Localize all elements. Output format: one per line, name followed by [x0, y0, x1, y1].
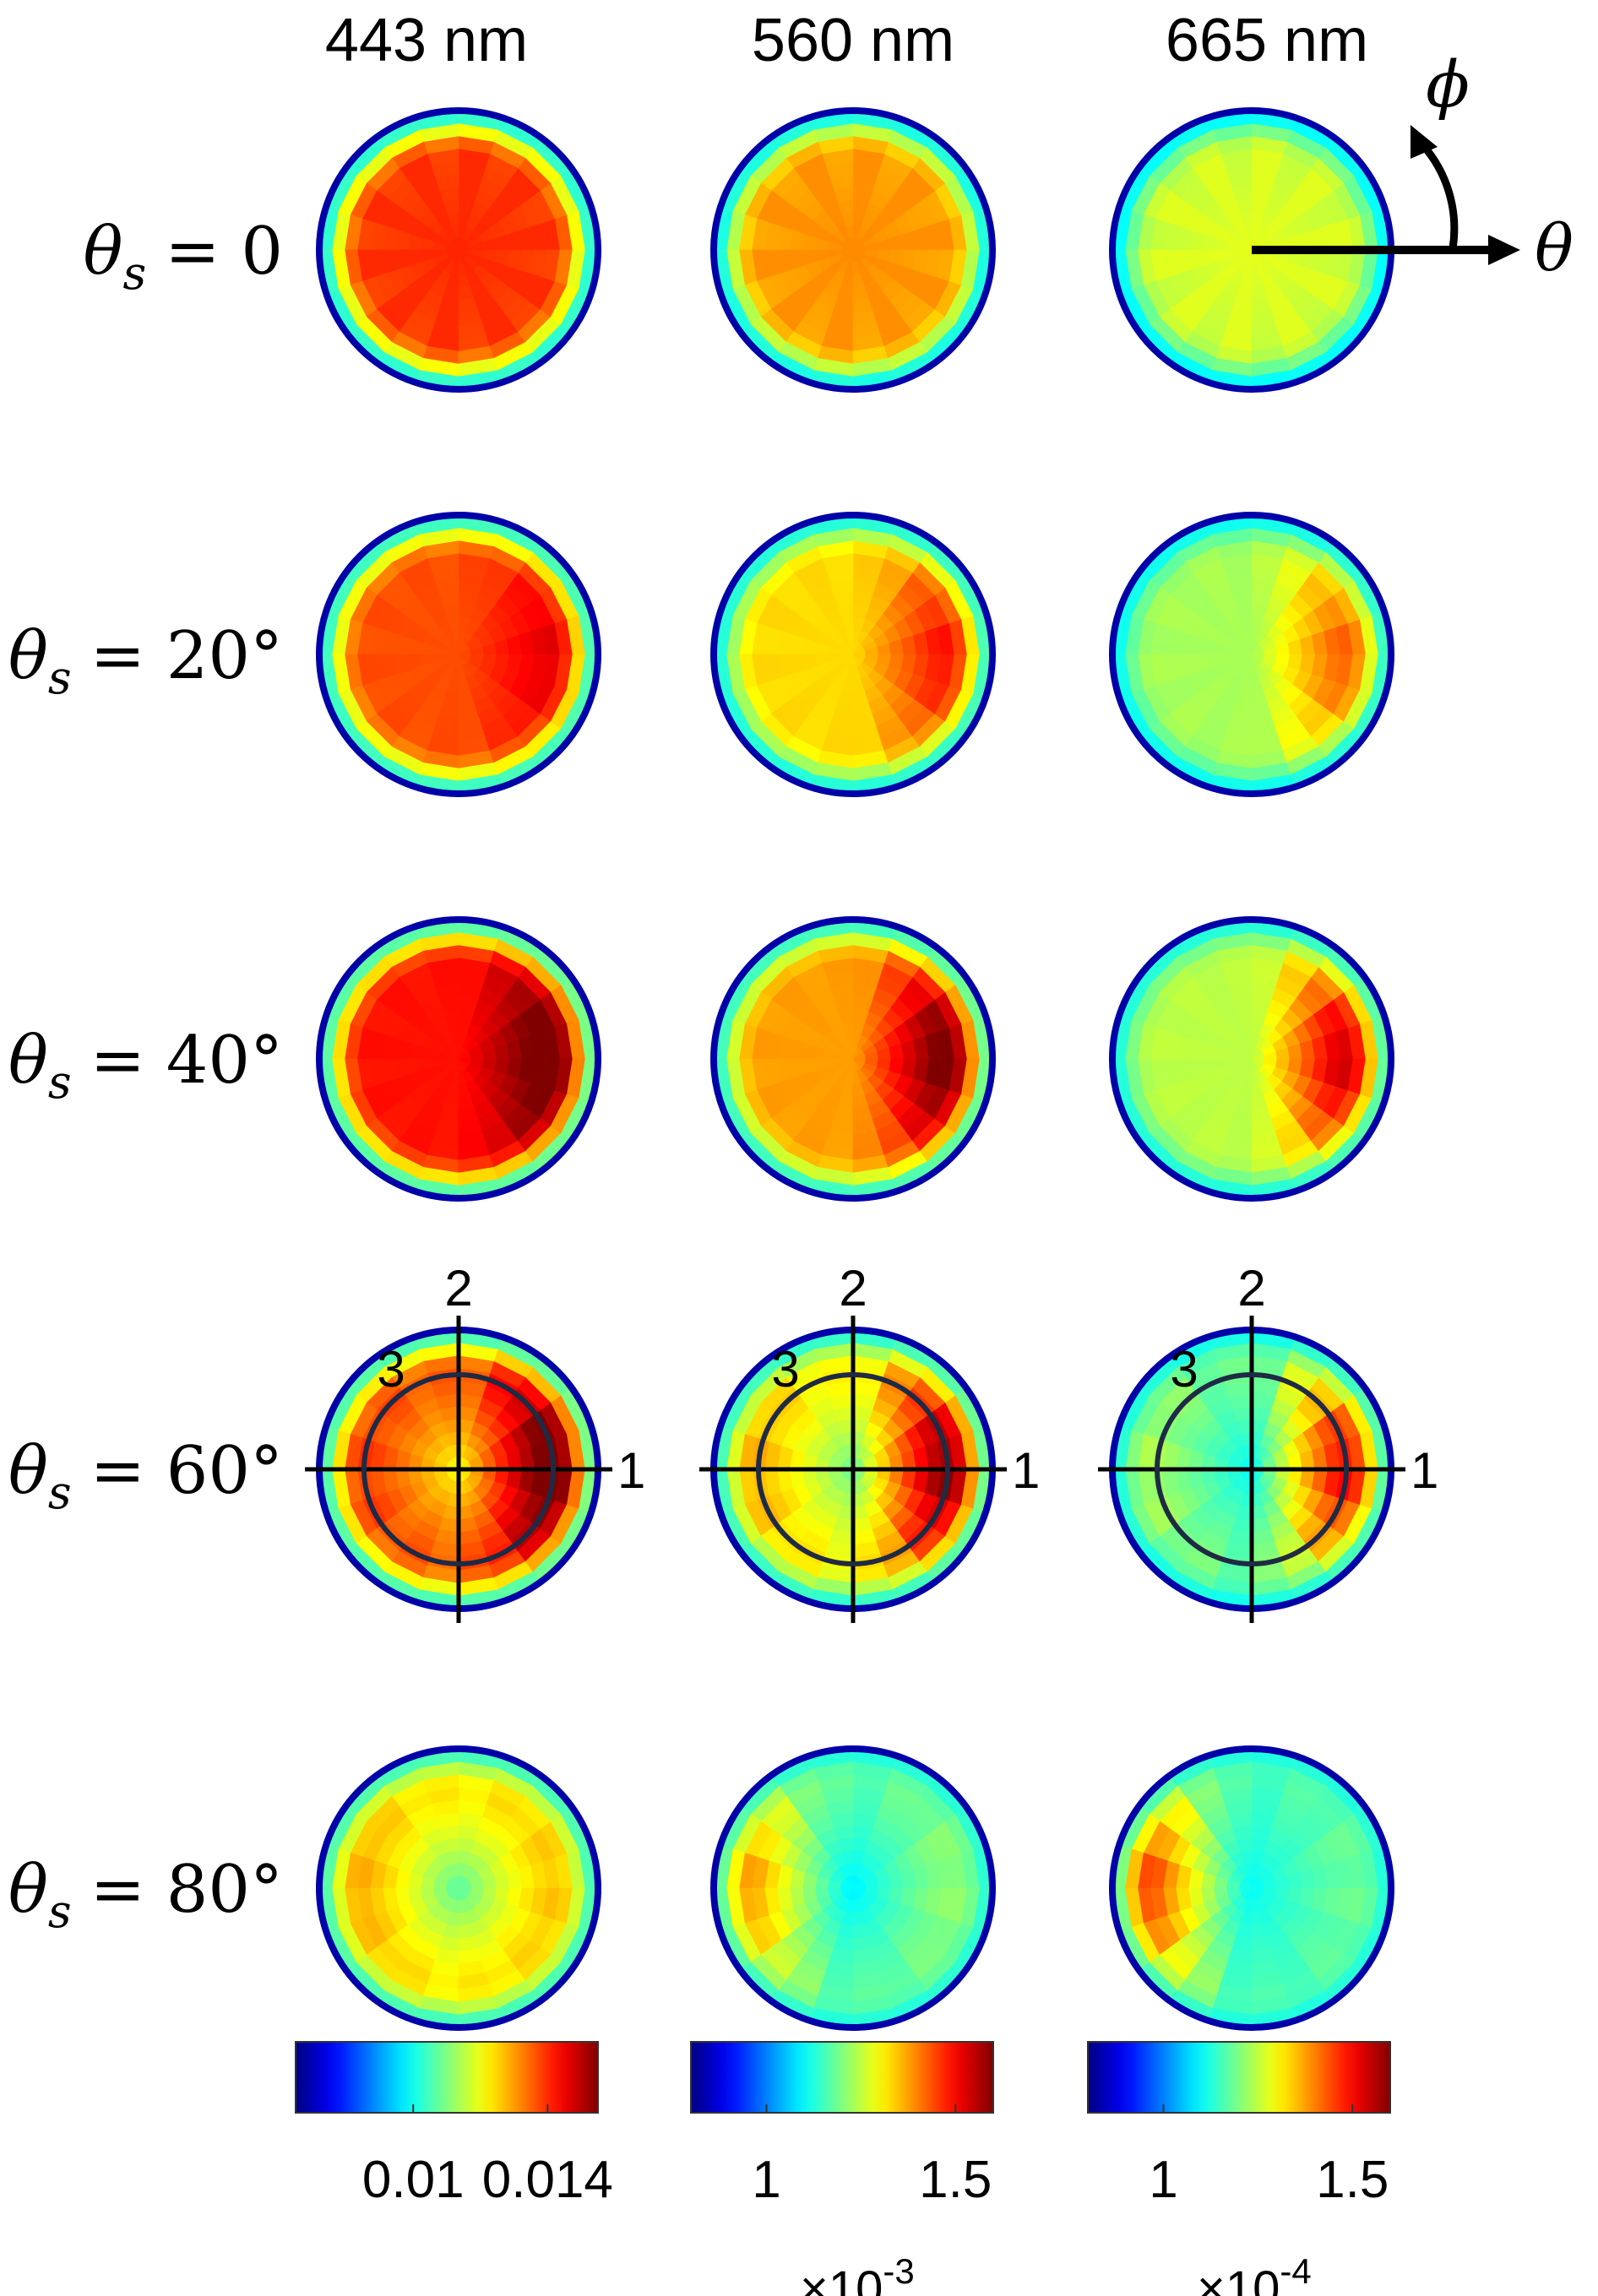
reference-ring — [361, 1372, 556, 1566]
plot-rim — [710, 512, 996, 797]
polar-plots — [316, 107, 1394, 2031]
colorbar-0: 0.01 0.014 — [295, 2041, 613, 2209]
direction-overlay-2: 1 23 — [1098, 1260, 1438, 1623]
plot-rim — [710, 916, 996, 1202]
row-label-60: θs = 60° — [8, 1433, 283, 1519]
column-titles: 443 nm 560 nm 665 nm — [325, 7, 1368, 74]
row-labels: θs = 0 θs = 20° θs = 40° θs = 60° θs = 80° — [8, 214, 283, 1938]
plot-rim — [710, 107, 996, 393]
polar-heatmap-20-2 — [1109, 512, 1394, 797]
phi-arc — [1419, 142, 1459, 249]
polar-heatmap-80-0 — [316, 1745, 601, 2031]
colorbar-tick-label: 0.01 — [362, 2151, 465, 2209]
direction-overlay-1: 1 23 — [699, 1260, 1040, 1623]
plot-rim — [1109, 512, 1394, 797]
direction-label-3: 3 — [771, 1341, 799, 1398]
polar-heatmap-60-1 — [710, 1327, 996, 1612]
phi-symbol: ϕ — [1426, 46, 1470, 122]
direction-label-1: 1 — [617, 1442, 645, 1499]
plot-rim — [710, 1745, 996, 2031]
row-label-80: θs = 80° — [8, 1852, 283, 1938]
column-title-443: 443 nm — [325, 7, 528, 74]
plot-rim — [316, 1745, 601, 2031]
direction-label-2: 2 — [839, 1260, 867, 1316]
reference-ring — [1155, 1372, 1349, 1566]
colorbar-tick-label: 1 — [1149, 2151, 1177, 2209]
colorbar-2: 1 1.5×10-4 — [1087, 2041, 1391, 2296]
colorbar-tick-label: 1.5 — [1316, 2151, 1389, 2209]
colorbar-gradient — [1087, 2041, 1391, 2114]
direction-label-2: 2 — [444, 1260, 472, 1316]
phi-arrow-head — [1410, 125, 1438, 159]
reference-ring — [756, 1372, 950, 1566]
colorbar-gradient — [295, 2041, 599, 2114]
row-label-0: θs = 0 — [84, 214, 283, 300]
polar-heatmap-40-1 — [710, 916, 996, 1202]
polar-heatmap-0-0 — [316, 107, 601, 393]
direction-label-1: 1 — [1012, 1442, 1040, 1499]
plot-rim — [1109, 1745, 1394, 2031]
polar-heatmap-80-1 — [710, 1745, 996, 2031]
colorbar-tick-label: 1 — [752, 2151, 780, 2209]
polar-heatmap-60-2 — [1109, 1327, 1394, 1612]
colorbar-scale-factor: ×10-3 — [800, 2251, 915, 2296]
colorbar-tick-label: 0.014 — [482, 2151, 613, 2209]
polar-heatmap-0-1 — [710, 107, 996, 393]
colorbar-tick-label: 1.5 — [919, 2151, 992, 2209]
direction-overlay-0: 1 23 — [305, 1260, 645, 1623]
polar-heatmap-80-2 — [1109, 1745, 1394, 2031]
polar-heatmap-40-2 — [1109, 916, 1394, 1202]
colorbar-scale-factor: ×10-4 — [1197, 2251, 1312, 2296]
column-title-560: 560 nm — [752, 7, 954, 74]
plot-rim — [316, 512, 601, 797]
row-label-40: θs = 40° — [8, 1023, 283, 1109]
theta-symbol: θ — [1535, 210, 1574, 285]
plot-rim — [1109, 916, 1394, 1202]
polar-heatmap-40-0 — [316, 916, 601, 1202]
polar-heatmap-20-0 — [316, 512, 601, 797]
colorbar-gradient — [690, 2041, 994, 2114]
plot-rim — [316, 107, 601, 393]
direction-label-1: 1 — [1410, 1442, 1438, 1499]
colorbar-1: 1 1.5×10-3 — [690, 2041, 994, 2296]
colorbars: 0.01 0.014 1 1.5×10-31 1.5×10-4 — [295, 2041, 1391, 2296]
direction-label-3: 3 — [377, 1341, 405, 1398]
direction-label-3: 3 — [1170, 1341, 1198, 1398]
row-label-20: θs = 20° — [8, 618, 283, 704]
theta-arrow-head — [1488, 235, 1520, 265]
column-title-665: 665 nm — [1166, 7, 1368, 74]
plot-rim — [316, 916, 601, 1202]
polar-heatmap-20-1 — [710, 512, 996, 797]
direction-label-2: 2 — [1237, 1260, 1265, 1316]
